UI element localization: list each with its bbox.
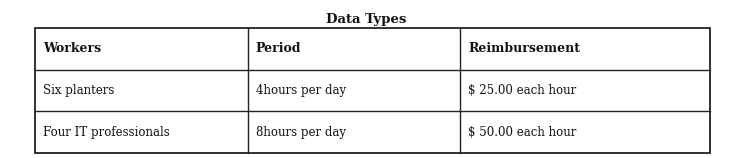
Bar xyxy=(35,28,710,153)
Text: Workers: Workers xyxy=(43,42,101,55)
Text: Data Types: Data Types xyxy=(326,13,406,26)
Text: $ 50.00 each hour: $ 50.00 each hour xyxy=(468,126,577,139)
Text: Period: Period xyxy=(255,42,301,55)
Text: $ 25.00 each hour: $ 25.00 each hour xyxy=(468,84,577,97)
Text: Six planters: Six planters xyxy=(43,84,114,97)
Text: Four IT professionals: Four IT professionals xyxy=(43,126,170,139)
Text: 8hours per day: 8hours per day xyxy=(255,126,346,139)
Text: 4hours per day: 4hours per day xyxy=(255,84,346,97)
Text: Reimbursement: Reimbursement xyxy=(468,42,580,55)
